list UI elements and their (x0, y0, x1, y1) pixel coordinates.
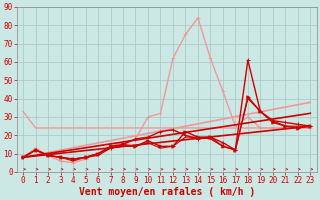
X-axis label: Vent moyen/en rafales ( km/h ): Vent moyen/en rafales ( km/h ) (79, 187, 255, 197)
